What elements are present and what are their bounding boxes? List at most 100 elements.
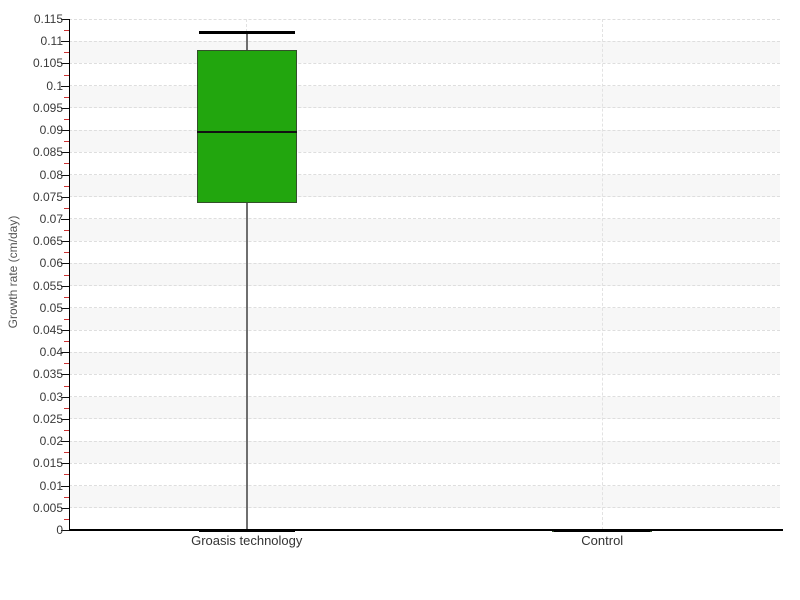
whisker-cap: [198, 30, 295, 34]
y-tick-label: 0.06: [39, 256, 63, 271]
y-tick-label: 0.07: [39, 211, 63, 226]
y-tick-label: 0.065: [32, 234, 63, 249]
y-tick-label: 0.09: [39, 123, 63, 138]
plot-band: [69, 174, 780, 197]
y-major-tick: [61, 241, 69, 243]
y-minor-tick: [64, 518, 69, 520]
y-tick-label: 0.015: [32, 456, 63, 471]
y-major-tick: [61, 130, 69, 132]
y-major-tick: [61, 374, 69, 376]
y-minor-tick: [64, 341, 69, 343]
y-major-tick: [61, 85, 69, 87]
y-minor-tick: [64, 230, 69, 232]
y-tick-label: 0.11: [40, 34, 63, 49]
y-major-tick: [61, 441, 69, 443]
category-label: Groasis technology: [191, 533, 303, 548]
y-minor-tick: [64, 496, 69, 498]
h-gridline: [69, 418, 780, 420]
x-axis-line: [69, 529, 783, 531]
y-major-tick: [61, 507, 69, 509]
y-tick-label: 0.035: [32, 367, 63, 382]
y-major-tick: [61, 485, 69, 487]
h-gridline: [69, 440, 780, 442]
y-major-tick: [61, 530, 69, 531]
h-gridline: [69, 396, 780, 398]
h-gridline: [69, 351, 780, 353]
y-minor-tick: [64, 252, 69, 254]
plot-band: [69, 485, 780, 508]
y-major-tick: [61, 19, 69, 20]
y-axis-line: [69, 19, 70, 531]
y-tick-label: 0.04: [39, 345, 63, 360]
y-minor-tick: [64, 407, 69, 409]
whisker-line: [245, 32, 248, 530]
y-minor-tick: [64, 30, 69, 32]
y-minor-tick: [64, 141, 69, 143]
y-major-tick: [61, 307, 69, 309]
y-minor-tick: [64, 363, 69, 365]
y-major-tick: [61, 196, 69, 198]
plot-band: [69, 85, 780, 108]
h-gridline: [69, 462, 780, 464]
h-gridline: [69, 285, 780, 287]
y-tick-label: 0.115: [33, 12, 63, 26]
y-major-tick: [61, 41, 69, 43]
y-minor-tick: [64, 274, 69, 276]
category-label: Control: [581, 533, 624, 548]
y-major-tick: [61, 418, 69, 420]
y-minor-tick: [64, 163, 69, 165]
y-minor-tick: [64, 118, 69, 120]
h-gridline: [69, 240, 780, 242]
y-tick-label: 0.005: [32, 500, 63, 515]
h-gridline: [69, 62, 780, 64]
y-major-tick: [61, 63, 69, 65]
y-minor-tick: [64, 96, 69, 98]
y-tick-label: 0.085: [32, 145, 63, 160]
h-gridline: [69, 196, 780, 198]
y-tick-label: 0.02: [39, 434, 63, 449]
h-gridline: [69, 151, 780, 153]
y-tick-label: 0.03: [39, 389, 63, 404]
plot-band: [69, 218, 780, 242]
plot-band: [69, 307, 780, 331]
plot-band: [69, 263, 780, 286]
y-tick-label: 0: [56, 523, 63, 537]
h-gridline: [69, 262, 780, 264]
y-minor-tick: [64, 385, 69, 387]
y-tick-label: 0.01: [39, 478, 63, 493]
y-major-tick: [61, 263, 69, 265]
y-minor-tick: [64, 430, 69, 432]
h-gridline: [69, 485, 780, 487]
y-tick-label: 0.045: [32, 323, 63, 338]
y-minor-tick: [64, 474, 69, 476]
box: [196, 50, 297, 204]
h-gridline: [69, 507, 780, 509]
y-tick-label: 0.025: [32, 411, 63, 426]
y-tick-label: 0.1: [46, 78, 63, 93]
h-gridline: [69, 129, 780, 131]
h-gridline: [69, 174, 780, 176]
plot-band: [69, 396, 780, 419]
y-tick-label: 0.075: [32, 189, 63, 204]
y-tick-label: 0.05: [39, 300, 63, 315]
h-gridline: [69, 40, 780, 42]
plot-band: [69, 130, 780, 153]
h-gridline: [69, 85, 780, 87]
y-tick-label: 0.08: [39, 167, 63, 182]
y-minor-tick: [64, 74, 69, 76]
plot-band: [69, 441, 780, 464]
h-gridline: [69, 373, 780, 375]
h-gridline: [69, 307, 780, 309]
y-minor-tick: [64, 452, 69, 454]
y-major-tick: [61, 174, 69, 176]
h-gridline: [69, 18, 780, 20]
y-tick-label: 0.105: [32, 56, 63, 71]
y-major-tick: [61, 107, 69, 109]
plot-band: [69, 352, 780, 375]
y-major-tick: [61, 396, 69, 398]
v-gridline: [601, 19, 603, 530]
y-minor-tick: [64, 296, 69, 298]
y-tick-label: 0.095: [32, 100, 63, 115]
y-minor-tick: [64, 207, 69, 209]
